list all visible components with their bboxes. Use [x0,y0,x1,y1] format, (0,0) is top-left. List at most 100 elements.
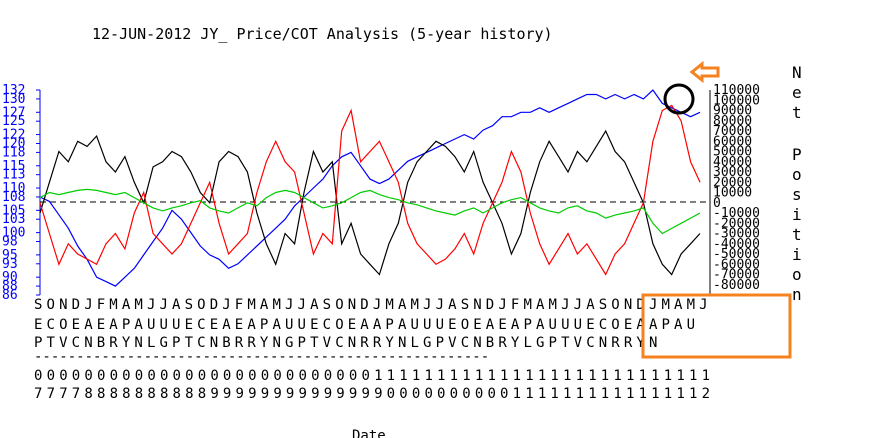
x-label-month: O [335,297,343,313]
x-label-row3: V [448,335,457,351]
x-label-row3: C [586,335,594,351]
x-label-row2: C [47,317,55,333]
right-tick-label: 60000 [713,134,752,149]
x-label-row3: T [47,335,56,351]
right-tick-label: 90000 [713,104,752,119]
x-label-row3: N [649,335,657,351]
x-label-month: F [235,297,243,313]
x-label-row3: P [172,335,180,351]
x-label-year-row2: 7777888888888899999999999999000000000011… [34,386,710,402]
x-label-month: S [185,297,193,313]
right-axis-ticks: -80000-70000-60000-50000-40000-30000-200… [713,83,760,293]
x-label-row3: B [486,335,494,351]
x-label-row3: V [574,335,583,351]
x-label-row2: A [398,317,407,333]
x-label-month: M [109,297,117,313]
x-label-row3: R [360,335,369,351]
right-tick-label: 30000 [713,165,752,180]
x-label-row2: O [611,317,619,333]
x-label-row3: R [373,335,382,351]
series-layer [39,89,701,287]
left-tick-label: 86 [2,288,18,303]
x-label-row2: P [662,317,670,333]
chart-title: 12-JUN-2012 JY_ Price/COT Analysis (5-ye… [92,25,553,43]
x-label-row3: T [561,335,570,351]
x-label-row3: P [549,335,557,351]
x-label-month: D [210,297,218,313]
right-tick-label: -80000 [713,278,760,293]
x-label-month: J [222,297,230,313]
x-label-row2: O [335,317,343,333]
x-label-row3: N [599,335,607,351]
left-tick-label: 115 [2,159,25,174]
x-label-row2: E [210,317,218,333]
x-label-row2: U [411,317,419,333]
x-label-row2: U [423,317,431,333]
x-label-row2: E [448,317,456,333]
left-tick-label: 103 [2,212,25,227]
x-label-month: J [699,297,707,313]
left-tick-label: 108 [2,190,25,205]
x-label-row3: N [272,335,280,351]
x-label-row2: C [599,317,607,333]
x-label-month: A [586,297,595,313]
x-label-row3: R [611,335,620,351]
x-label-month: A [310,297,319,313]
left-tick-label: 98 [2,235,18,250]
right-tick-label: 0 [713,196,721,211]
x-label-row2: A [486,317,495,333]
right-axis-label-char: o [792,265,802,284]
right-axis-label-char: o [792,165,802,184]
x-label-row3: R [498,335,507,351]
x-label-row2: E [185,317,193,333]
right-axis-label-char: t [792,103,802,122]
x-label-separator: ----------------------------------------… [34,349,489,365]
x-label-month: F [511,297,519,313]
x-label-row2: P [385,317,393,333]
x-label-row3: C [335,335,343,351]
x-label-row2: C [323,317,331,333]
x-label-row2: U [574,317,582,333]
x-label-month: D [360,297,368,313]
right-axis-label-char: e [792,83,802,102]
left-tick-label: 130 [2,92,25,107]
x-label-row2: U [285,317,293,333]
x-label-row2: E [498,317,506,333]
left-tick-label: 93 [2,257,18,272]
x-label-row2: E [34,317,42,333]
right-tick-label: 110000 [713,83,760,98]
x-label-row2: A [272,317,281,333]
x-label-row2: E [310,317,318,333]
x-label-row2: E [624,317,632,333]
peak-circle-annotation [663,83,695,115]
highlight-box [641,293,792,359]
x-label-month: A [172,297,181,313]
x-label-month: D [72,297,80,313]
x-label-month: M [662,297,670,313]
series-line-commercials [39,129,701,276]
x-label-row2: P [122,317,130,333]
x-label-row3: P [298,335,306,351]
right-tick-label: 100000 [713,93,760,108]
x-label-row3: B [97,335,105,351]
x-label-row2: P [260,317,268,333]
right-axis-label-char: i [792,245,802,264]
x-label-month: J [160,297,168,313]
right-tick-label: -50000 [713,247,760,262]
x-label-row3: N [348,335,356,351]
x-label-row3: Y [636,335,645,351]
series-line-large-specs [39,104,701,276]
x-label-month: A [674,297,683,313]
left-tick-label: 125 [2,114,25,129]
x-label-row2: E [473,317,481,333]
left-axis-ticks: 8688909395981001031051081101131151181201… [2,83,40,303]
x-label-row3: B [222,335,230,351]
x-label-month: M [247,297,255,313]
x-label-month: J [561,297,569,313]
right-tick-label: -30000 [713,227,760,242]
x-label-row3: G [285,335,293,351]
x-label-month: M [272,297,280,313]
x-label-month: M [687,297,695,313]
